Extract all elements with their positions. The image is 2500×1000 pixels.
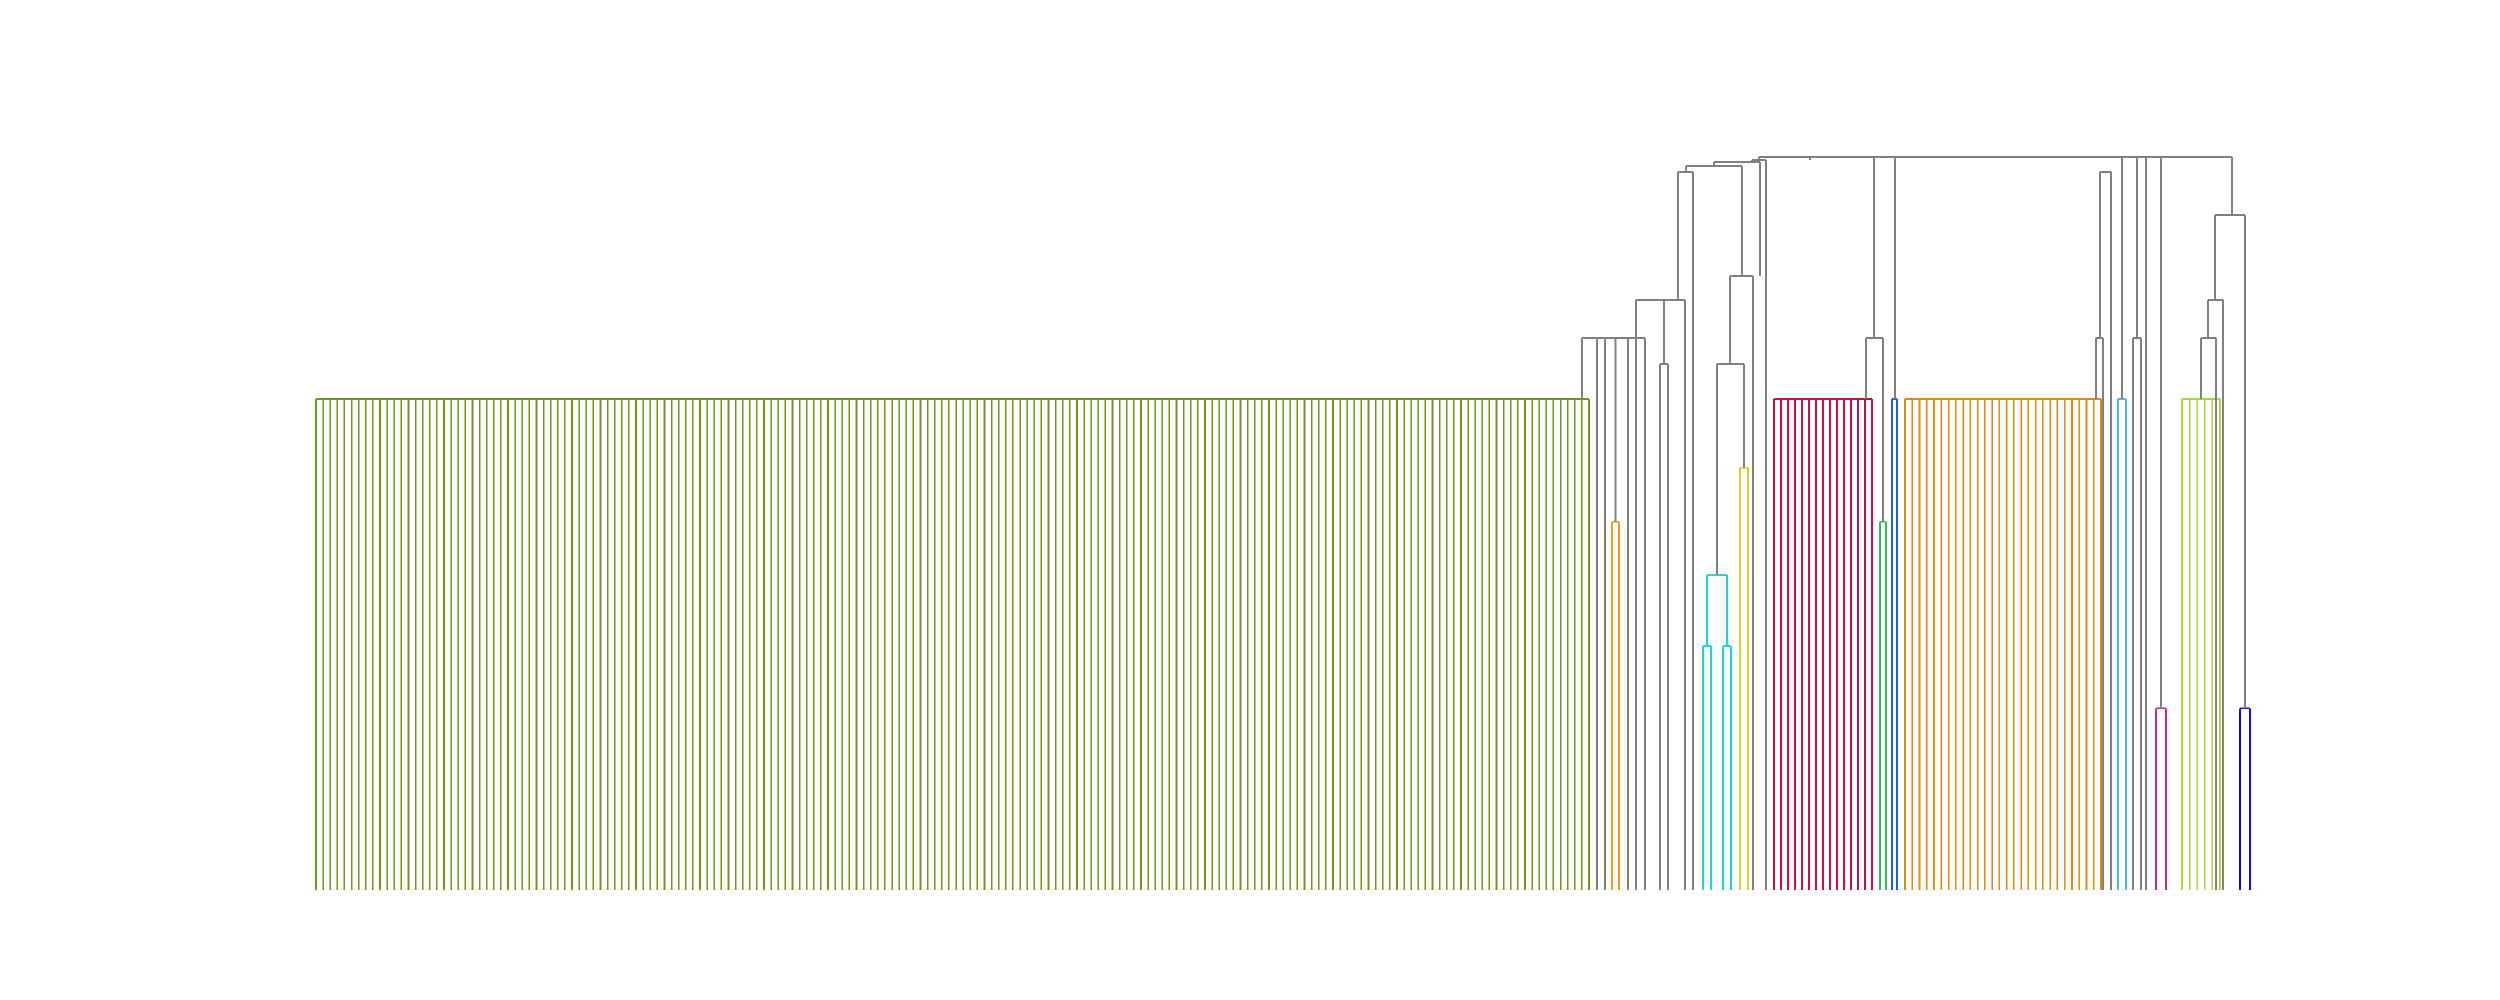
dendrogram-links: [315, 156, 2251, 890]
